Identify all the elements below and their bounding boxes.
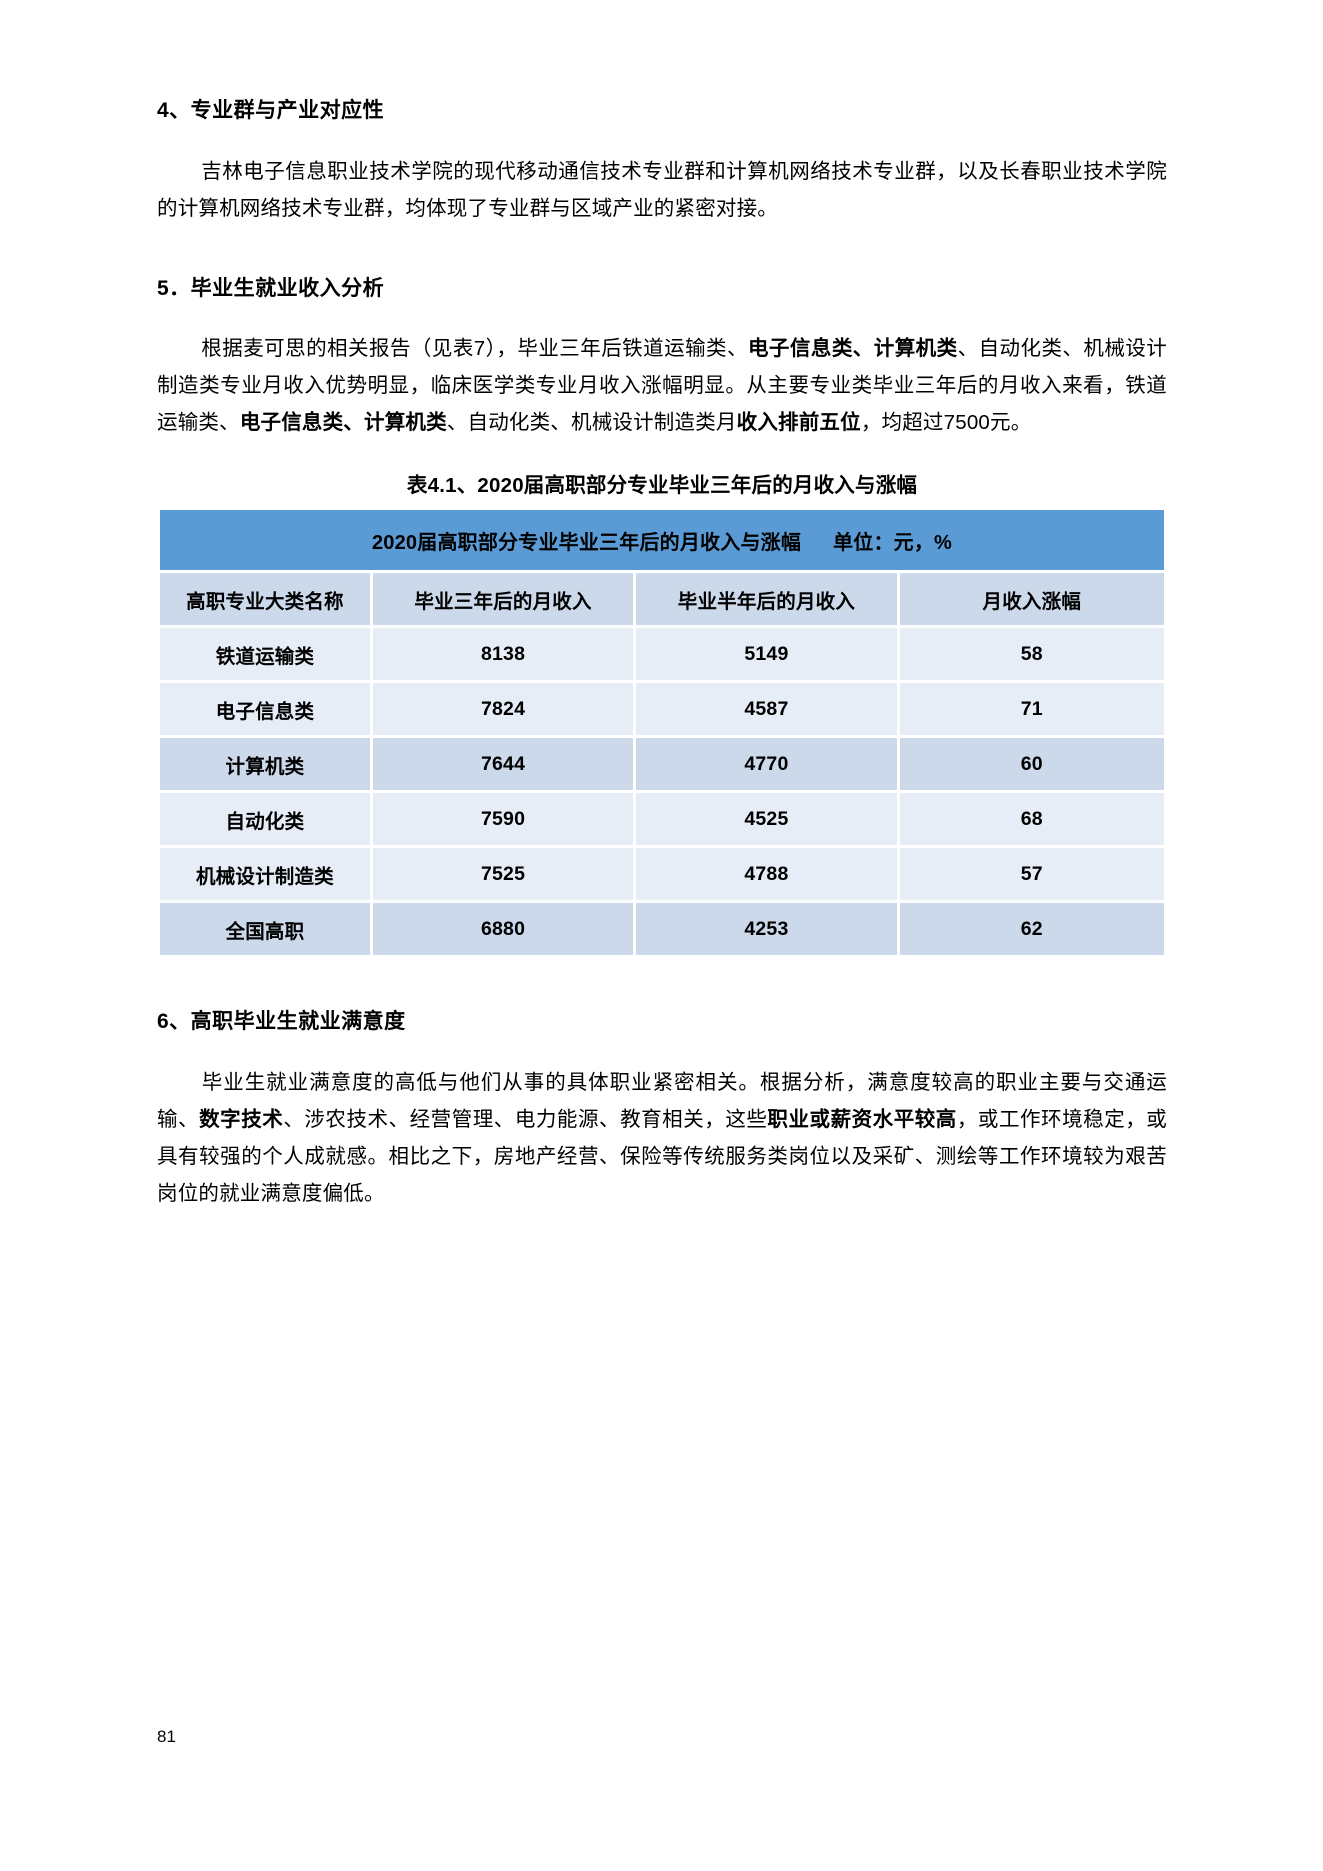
s5-text-a: 根据麦可思的相关报告（见表7），毕业三年后铁道运输类、 — [201, 337, 748, 360]
column-header-3: 月收入涨幅 — [899, 573, 1164, 625]
cell-category: 电子信息类 — [160, 683, 370, 735]
table-row: 电子信息类 7824 4587 71 — [160, 683, 1164, 735]
section-5-paragraph: 根据麦可思的相关报告（见表7），毕业三年后铁道运输类、电子信息类、计算机类、自动… — [157, 330, 1167, 441]
column-header-1: 毕业三年后的月收入 — [372, 573, 634, 625]
s6-text-e: ，或工作环境稳定，或具有较强的个人成就感。相比之下，房地产经营、保险等传统服务类… — [157, 1107, 1167, 1205]
cell-growth: 60 — [899, 738, 1164, 790]
table-band-unit: 单位：元，% — [833, 531, 953, 554]
s6-bold-b: 数字技术 — [199, 1107, 284, 1131]
cell-category: 铁道运输类 — [160, 628, 370, 680]
s5-bold-b: 电子信息类、计算机类 — [747, 337, 958, 360]
s5-text-e: 、自动化类、机械设计制造类月 — [446, 411, 737, 434]
section-heading-4: 4、专业群与产业对应性 — [157, 99, 385, 122]
section-6-paragraph: 毕业生就业满意度的高低与他们从事的具体职业紧密相关。根据分析，满意度较高的职业主… — [157, 1064, 1167, 1212]
table-row: 铁道运输类 8138 5149 58 — [160, 628, 1164, 680]
s5-text-g: ，均超过7500元。 — [860, 411, 1032, 434]
column-header-0: 高职专业大类名称 — [160, 573, 370, 625]
s5-text-c: 、自动化类、机械设计制造类专业月收入优势明显，临床医学类专业月收入涨幅明显。从主… — [157, 337, 1168, 434]
cell-category: 机械设计制造类 — [160, 848, 370, 900]
section-heading-5: 5．毕业生就业收入分析 — [157, 276, 385, 300]
cell-income-6m: 5149 — [636, 628, 897, 680]
cell-growth: 62 — [899, 903, 1164, 955]
section-4-paragraph-text: 吉林电子信息职业技术学院的现代移动通信技术专业群和计算机网络技术专业群，以及长春… — [157, 159, 1167, 220]
cell-income-6m: 4587 — [636, 683, 897, 735]
cell-income-6m: 4788 — [636, 848, 897, 900]
cell-growth: 57 — [899, 848, 1164, 900]
s6-text-a: 毕业生就业满意度的高低与他们从事的具体职业紧密相关。根据分析，满意度较高的职业主… — [157, 1070, 1167, 1131]
cell-income-3y: 7525 — [372, 848, 634, 900]
cell-income-3y: 8138 — [372, 628, 634, 680]
cell-income-6m: 4525 — [636, 793, 897, 845]
cell-income-3y: 6880 — [372, 903, 634, 955]
section-heading-6: 6、高职毕业生就业满意度 — [157, 1010, 406, 1033]
table-row: 机械设计制造类 7525 4788 57 — [160, 848, 1164, 900]
page-number: 81 — [157, 1727, 176, 1746]
page-content: 4、专业群与产业对应性 吉林电子信息职业技术学院的现代移动通信技术专业群和计算机… — [157, 95, 1167, 1212]
s6-text-c: 、涉农技术、经营管理、电力能源、教育相关，这些 — [283, 1107, 768, 1131]
table-band-title: 2020届高职部分专业毕业三年后的月收入与涨幅 — [371, 531, 802, 554]
income-table: 2020届高职部分专业毕业三年后的月收入与涨幅 单位：元，% 高职专业大类名称 毕… — [157, 507, 1167, 958]
cell-income-3y: 7824 — [372, 683, 634, 735]
s5-bold-f: 收入排前五位 — [736, 411, 861, 434]
cell-category: 计算机类 — [160, 738, 370, 790]
cell-growth: 58 — [899, 628, 1164, 680]
column-header-2: 毕业半年后的月收入 — [636, 573, 897, 625]
cell-income-3y: 7590 — [372, 793, 634, 845]
s6-bold-d: 职业或薪资水平较高 — [767, 1107, 957, 1131]
table-header-row: 高职专业大类名称 毕业三年后的月收入 毕业半年后的月收入 月收入涨幅 — [160, 573, 1164, 625]
cell-category: 全国高职 — [160, 903, 370, 955]
table-row: 全国高职 6880 4253 62 — [160, 903, 1164, 955]
s5-bold-d: 电子信息类、计算机类 — [239, 411, 447, 434]
cell-growth: 71 — [899, 683, 1164, 735]
table-caption: 表4.1、2020届高职部分专业毕业三年后的月收入与涨幅 — [406, 474, 918, 497]
table-band-row: 2020届高职部分专业毕业三年后的月收入与涨幅 单位：元，% — [160, 510, 1164, 570]
cell-growth: 68 — [899, 793, 1164, 845]
table-band-cell: 2020届高职部分专业毕业三年后的月收入与涨幅 单位：元，% — [160, 510, 1164, 570]
cell-income-6m: 4770 — [636, 738, 897, 790]
cell-income-3y: 7644 — [372, 738, 634, 790]
table-row: 计算机类 7644 4770 60 — [160, 738, 1164, 790]
cell-income-6m: 4253 — [636, 903, 897, 955]
cell-category: 自动化类 — [160, 793, 370, 845]
section-4-paragraph: 吉林电子信息职业技术学院的现代移动通信技术专业群和计算机网络技术专业群，以及长春… — [157, 153, 1167, 227]
table-row: 自动化类 7590 4525 68 — [160, 793, 1164, 845]
